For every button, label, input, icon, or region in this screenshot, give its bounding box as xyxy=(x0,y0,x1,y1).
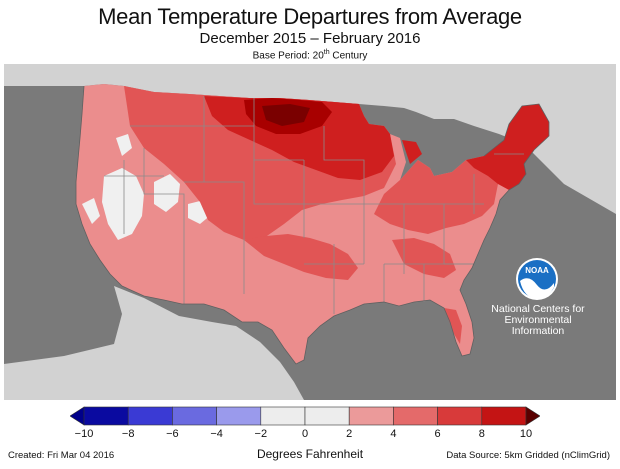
org-name-line-1: National Centers for xyxy=(491,303,585,315)
org-name-line-2: Environmental xyxy=(504,314,572,326)
colorbar-bin xyxy=(393,406,438,426)
mexico-land xyxy=(4,286,304,400)
colorbar-tick-label: 0 xyxy=(301,428,309,440)
colorbar-bin xyxy=(437,406,483,426)
temperature-departure-map xyxy=(4,64,616,400)
warm-4-6-florida xyxy=(444,308,462,344)
colorbar-bin xyxy=(348,406,394,426)
us-outline xyxy=(75,85,550,365)
colorbar-tick-label: 6 xyxy=(434,428,441,440)
colorbar-tick-label: 8 xyxy=(478,428,485,440)
colorbar-bin xyxy=(304,406,350,426)
colorbar-tick-label: 4 xyxy=(390,428,397,440)
colorbar-tick-label: −4 xyxy=(210,428,223,440)
colorbar-bin xyxy=(260,406,306,426)
near-normal-california xyxy=(82,198,100,224)
colorbar-high-arrow xyxy=(525,406,540,426)
colorbar-bin xyxy=(172,406,217,426)
state-borders xyxy=(104,96,524,314)
colorbar-bin xyxy=(481,406,527,426)
colorbar-tick-label: −2 xyxy=(254,428,268,440)
org-name-line-3: Information xyxy=(511,325,565,337)
units-label: Degrees Fahrenheit xyxy=(256,447,364,461)
map-svg xyxy=(4,64,616,400)
noaa-logo-icon: NOAA xyxy=(516,258,558,300)
org-name: National Centers for Environmental Infor… xyxy=(486,304,590,337)
warm-4-6-southeast xyxy=(392,238,456,278)
colorbar-bin xyxy=(127,406,173,426)
map-title: Mean Temperature Departures from Average xyxy=(98,4,522,29)
colorbar-bin xyxy=(216,406,262,426)
base-period-suffix: Century xyxy=(329,50,368,62)
colorbar-bin xyxy=(83,406,129,426)
warm-4-6-central xyxy=(244,234,358,280)
warm-gt8-north-dakota-core xyxy=(262,104,310,126)
canada-land xyxy=(4,64,616,214)
created-date: Created: Fri Mar 04 2016 xyxy=(8,450,115,461)
data-source: Data Source: 5km Gridded (nClimGrid) xyxy=(446,450,610,461)
near-normal-idaho xyxy=(116,134,132,156)
near-normal-rockies xyxy=(154,174,180,212)
colorbar-tick-label: 10 xyxy=(519,428,533,440)
colorbar-low-arrow xyxy=(70,406,85,426)
colorbar-tick-label: −10 xyxy=(74,428,94,440)
base-period-note: Base Period: 20th Century xyxy=(0,49,620,61)
near-normal-great-basin xyxy=(102,168,144,240)
colorbar-tick-label: −8 xyxy=(121,428,135,440)
color-scale-bar xyxy=(70,406,540,426)
warm-4-6-midwest-east xyxy=(374,156,498,234)
color-scale-ticks: −10 −8 −6 −4 −2 0 2 4 6 8 10 xyxy=(0,428,620,442)
colorbar-tick-label: 2 xyxy=(346,428,353,440)
warm-6-8-michigan xyxy=(402,140,422,164)
colorbar-tick-label: −6 xyxy=(166,428,179,440)
base-period-prefix: Base Period: 20 xyxy=(252,50,324,62)
base-period-superscript: th xyxy=(323,49,330,56)
map-subtitle: December 2015 – February 2016 xyxy=(199,30,421,47)
warm-6-8-northeast xyxy=(466,104,549,190)
noaa-logo-text: NOAA xyxy=(525,266,549,275)
